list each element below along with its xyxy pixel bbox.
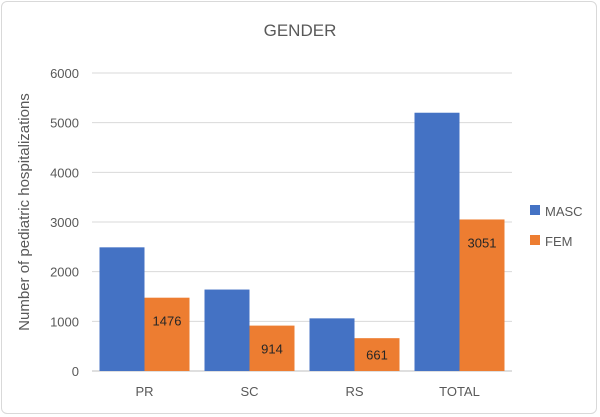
y-tick-label: 2000 — [50, 265, 79, 280]
bars — [99, 112, 505, 371]
y-tick-label: 4000 — [50, 165, 79, 180]
bar-masc-rs — [309, 318, 355, 371]
data-label: 914 — [261, 341, 283, 356]
y-tick-label: 1000 — [50, 314, 79, 329]
data-label: 661 — [366, 348, 388, 363]
legend-swatch-fem — [530, 235, 540, 245]
bar-fem-total — [459, 219, 505, 371]
x-tick-label: TOTAL — [439, 384, 480, 399]
legend: MASC FEM — [530, 204, 583, 249]
y-axis-label: Number of pediatric hospitalizations — [16, 93, 33, 331]
bar-masc-sc — [204, 289, 250, 371]
bar-fem-sc — [249, 325, 295, 371]
bar-fem-rs — [354, 338, 400, 371]
legend-label-fem: FEM — [545, 234, 572, 249]
x-tick-labels: PR SC RS TOTAL — [135, 384, 479, 399]
bar-fem-pr — [144, 297, 190, 371]
legend-label-masc: MASC — [545, 204, 583, 219]
data-labels: 1476 914 661 3051 — [153, 235, 497, 362]
y-tick-label: 3000 — [50, 215, 79, 230]
y-tick-labels: 0 1000 2000 3000 4000 5000 6000 — [50, 66, 79, 379]
y-tick-label: 5000 — [50, 116, 79, 131]
legend-swatch-masc — [530, 205, 540, 215]
x-tick-label: SC — [240, 384, 258, 399]
y-tick-label: 6000 — [50, 66, 79, 81]
y-tick-label: 0 — [72, 364, 79, 379]
x-tick-label: PR — [135, 384, 153, 399]
chart-title: GENDER — [264, 21, 337, 40]
data-label: 1476 — [153, 314, 182, 329]
bar-masc-total — [414, 112, 460, 371]
x-tick-label: RS — [345, 384, 363, 399]
bar-masc-pr — [99, 247, 145, 371]
data-label: 3051 — [468, 235, 497, 250]
